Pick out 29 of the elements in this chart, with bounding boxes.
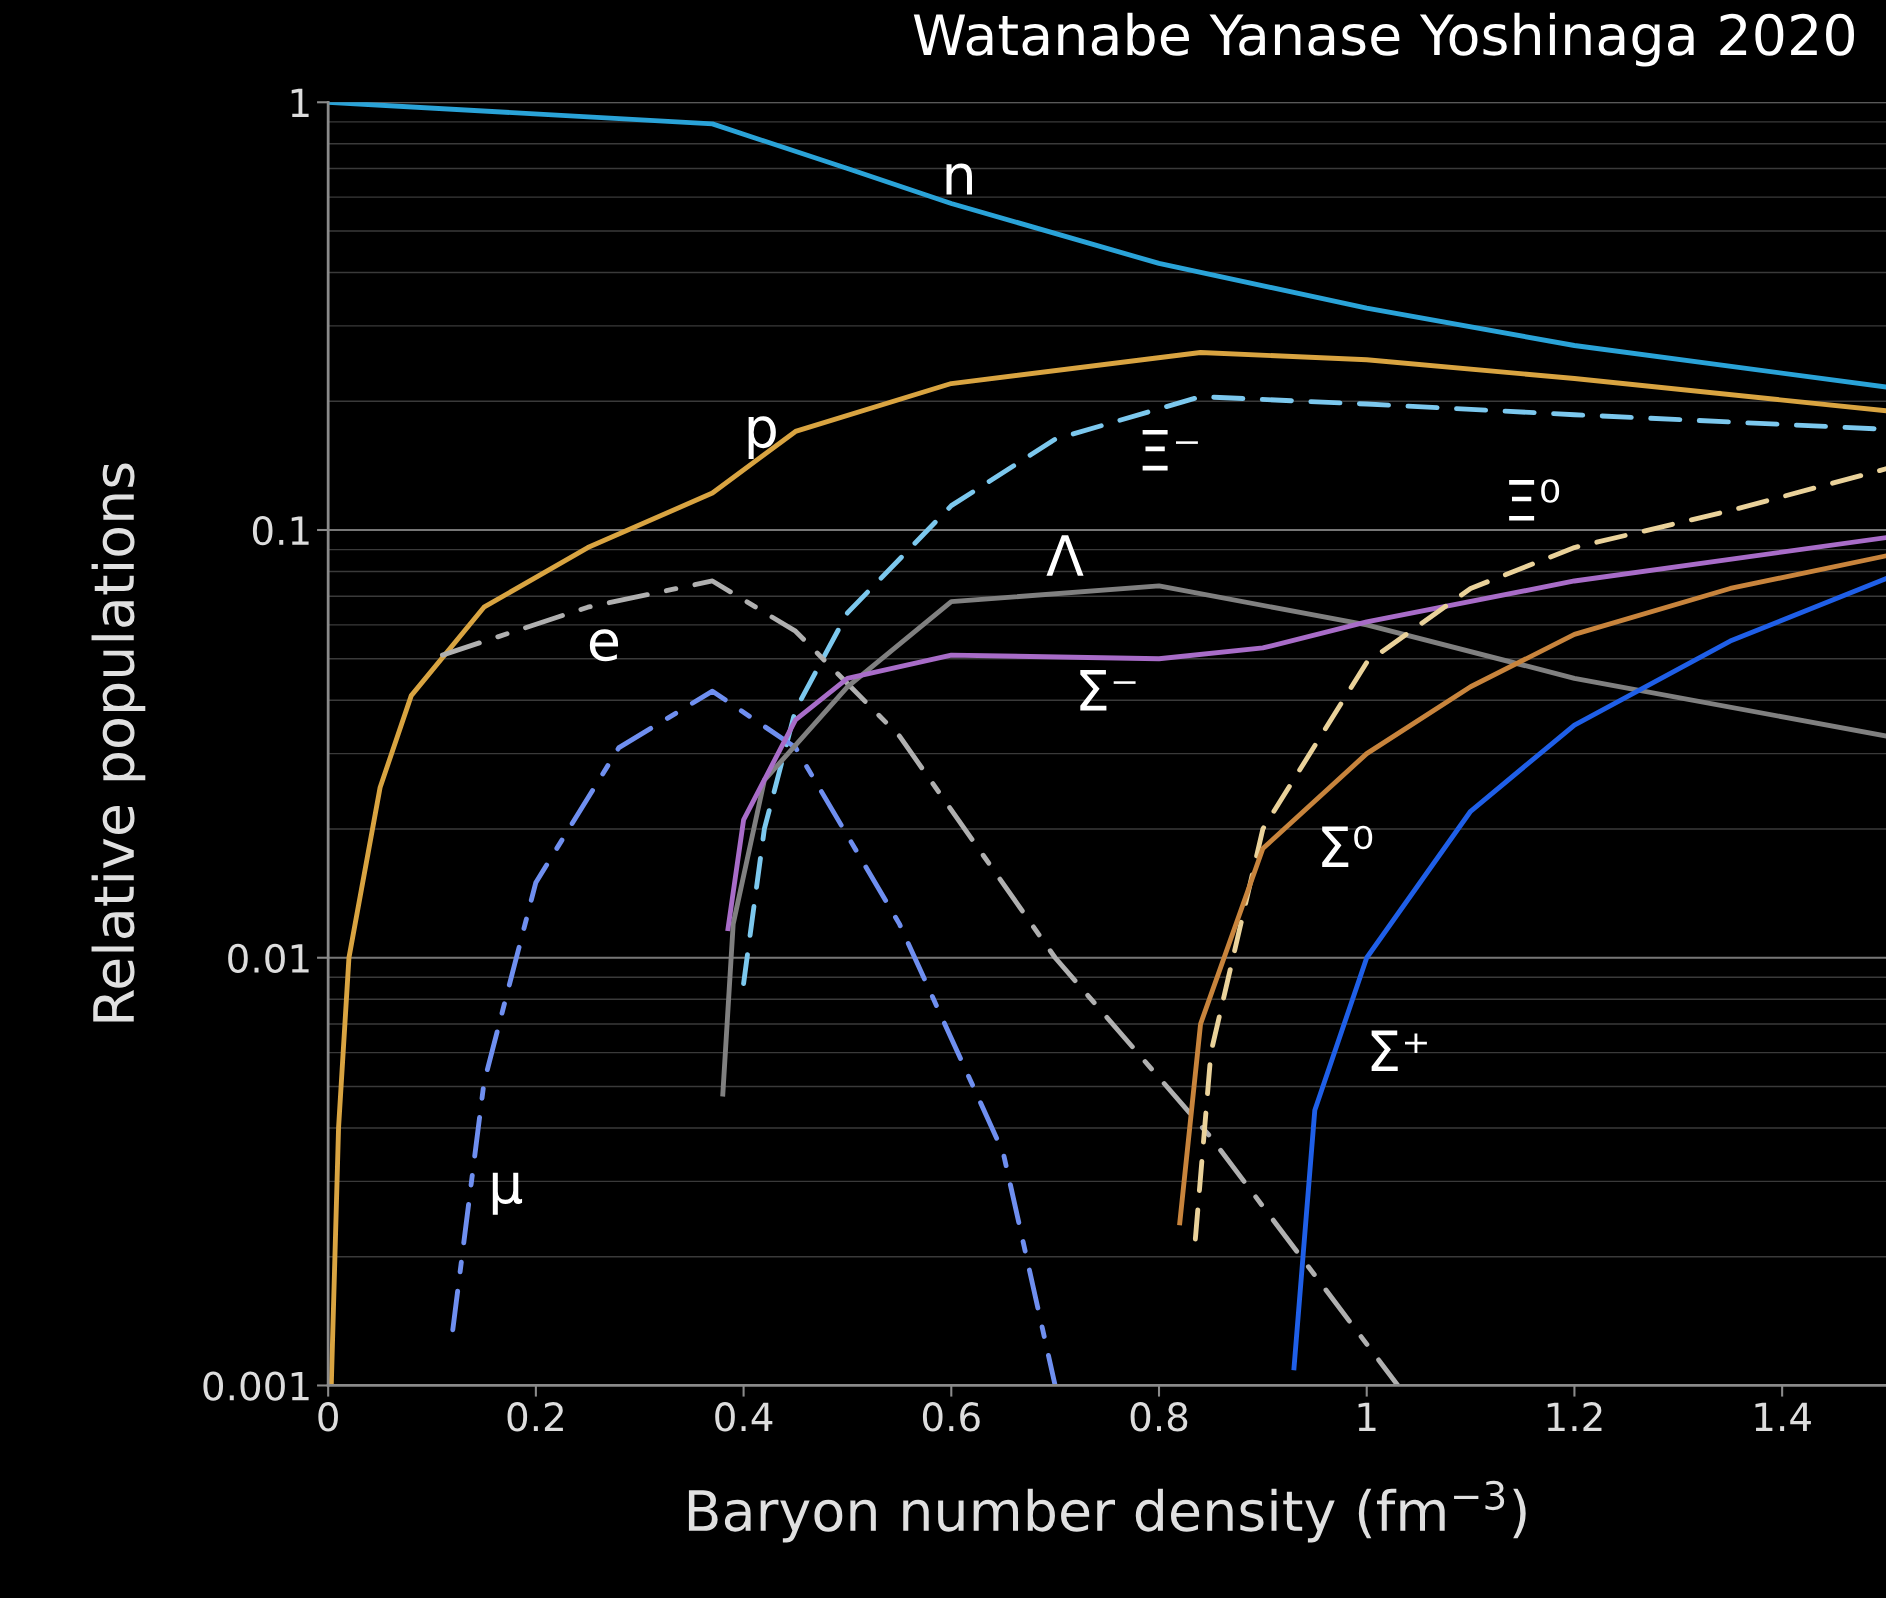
series-label: Λ xyxy=(1046,535,1084,576)
series-label: e xyxy=(589,629,619,662)
series-label: Σ⁻ xyxy=(1080,669,1136,711)
y-tick-label: 0.01 xyxy=(228,943,309,974)
x-tick-label: 0.2 xyxy=(507,1402,563,1432)
line-series xyxy=(1291,576,1886,1371)
x-tick-label: 0.6 xyxy=(922,1402,980,1432)
series-label: Ξ⁰ xyxy=(1509,479,1560,521)
y-tick-label: 1 xyxy=(291,88,309,118)
line-series xyxy=(450,688,1058,1386)
x-axis-title: Baryon number density (fm$^{−3}$) xyxy=(688,1480,1526,1543)
series-label: n xyxy=(946,163,972,195)
y-axis-title: Relative populations xyxy=(91,463,146,1022)
series-label: μ xyxy=(492,1172,523,1215)
series-label: Σ⁺ xyxy=(1371,1030,1427,1072)
series-label: p xyxy=(748,416,776,459)
y-tick-label: 0.001 xyxy=(203,1371,309,1401)
x-tick-label: 1 xyxy=(1358,1402,1376,1431)
chart-title: Watanabe Yanase Yoshinaga 2020 xyxy=(913,12,1855,67)
line-series xyxy=(328,102,1886,390)
y-tick-label: 0.1 xyxy=(252,515,309,546)
line-series xyxy=(725,535,1886,931)
x-tick-label: 0.8 xyxy=(1130,1402,1188,1432)
x-tick-label: 0 xyxy=(318,1402,338,1432)
x-tick-label: 0.4 xyxy=(715,1402,773,1432)
series-label: Ξ⁻ xyxy=(1142,429,1198,471)
series-label: Σ⁰ xyxy=(1322,825,1373,867)
x-tick-label: 1.4 xyxy=(1755,1402,1811,1431)
x-tick-label: 1.2 xyxy=(1547,1402,1602,1431)
